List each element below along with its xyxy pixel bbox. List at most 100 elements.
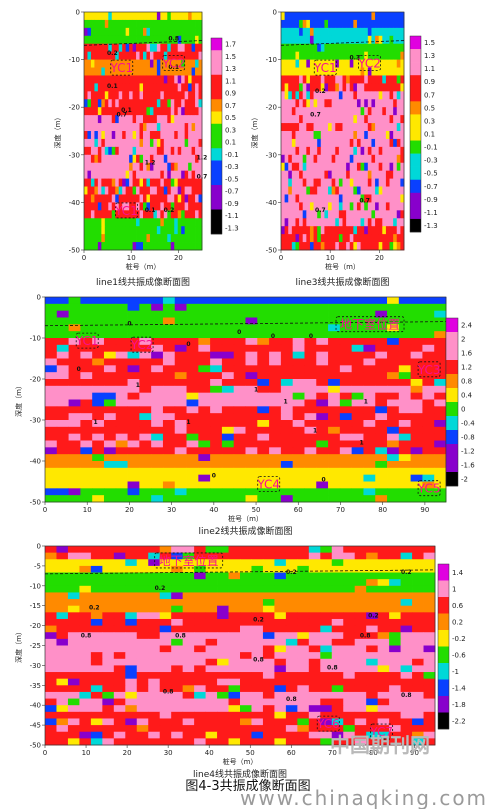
- heatmap-cell: [367, 51, 372, 60]
- heatmap-cell: [108, 226, 113, 235]
- heatmap-cell: [292, 365, 305, 373]
- heatmap-cell: [103, 310, 117, 318]
- heatmap-cell: [194, 625, 206, 633]
- heatmap-cell: [306, 12, 311, 21]
- heatmap-cell: [181, 178, 186, 187]
- heatmap-cell: [351, 433, 364, 441]
- heatmap-cell: [328, 379, 341, 387]
- heatmap-cell: [320, 123, 325, 132]
- heatmap-cell: [45, 612, 57, 620]
- heatmap-cell: [102, 731, 115, 739]
- heatmap-cell: [351, 406, 364, 414]
- heatmap-cell: [302, 162, 307, 172]
- heatmap-cell: [127, 440, 140, 448]
- heatmap-cell: [349, 162, 354, 172]
- heatmap-cell: [382, 115, 387, 124]
- heatmap-cell: [292, 303, 305, 312]
- heatmap-cell: [387, 338, 400, 346]
- heatmap-cell: [194, 645, 206, 653]
- heatmap-cell: [90, 170, 95, 179]
- heatmap-cell: [125, 592, 138, 600]
- heatmap-cell: [195, 99, 199, 108]
- heatmap-cell: [378, 59, 383, 68]
- heatmap-cell: [257, 317, 270, 325]
- heatmap-cell: [328, 43, 333, 53]
- heatmap-cell: [153, 91, 158, 100]
- heatmap-cell: [412, 731, 424, 739]
- heatmap-cell: [316, 426, 329, 435]
- heatmap-cell: [191, 19, 196, 29]
- heatmap-cell: [316, 420, 329, 428]
- heatmap-cell: [306, 51, 311, 60]
- heatmap-cell: [366, 546, 379, 554]
- y-axis-label: 深度（m）: [250, 114, 259, 149]
- heatmap-cell: [228, 658, 241, 666]
- heatmap-cell: [84, 234, 88, 243]
- heatmap-cell: [284, 202, 289, 211]
- heatmap-cell: [328, 59, 333, 68]
- heatmap-cell: [115, 474, 128, 482]
- heatmap-cell: [297, 698, 310, 706]
- colorbar-segment: [446, 346, 458, 361]
- heatmap-cell: [410, 440, 423, 448]
- heatmap-cell: [389, 652, 401, 660]
- heatmap-cell: [115, 454, 128, 462]
- heatmap-cell: [174, 27, 179, 37]
- heatmap-cell: [324, 234, 329, 243]
- heatmap-cell: [162, 474, 176, 482]
- heatmap-cell: [400, 605, 413, 613]
- heatmap-cell: [198, 303, 211, 312]
- heatmap-cell: [228, 599, 241, 607]
- heatmap-cell: [434, 406, 447, 414]
- heatmap-cell: [136, 546, 149, 554]
- heatmap-cell: [139, 138, 144, 148]
- heatmap-cell: [195, 242, 199, 251]
- heatmap-cell: [382, 170, 387, 179]
- heatmap-cell: [194, 665, 206, 673]
- heatmap-cell: [79, 612, 92, 620]
- heatmap-cell: [228, 605, 241, 613]
- x-tick-label: 50: [246, 749, 255, 757]
- heatmap-cell: [101, 107, 106, 116]
- heatmap-cell: [375, 12, 380, 21]
- heatmap-cell: [378, 115, 383, 124]
- heatmap-cell: [292, 481, 305, 489]
- heatmap-cell: [288, 131, 293, 140]
- heatmap-cell: [210, 454, 223, 462]
- heatmap-cell: [274, 685, 287, 693]
- heatmap-cell: [101, 19, 106, 29]
- heatmap-cell: [257, 331, 270, 339]
- heatmap-cell: [385, 162, 390, 172]
- heatmap-cell: [56, 625, 69, 633]
- heatmap-cell: [167, 75, 172, 84]
- heatmap-cell: [104, 51, 109, 60]
- heatmap-cell: [101, 226, 106, 235]
- heatmap-cell: [367, 115, 372, 124]
- heatmap-cell: [90, 658, 103, 666]
- heatmap-cell: [148, 731, 161, 739]
- heatmap-cell: [195, 35, 199, 45]
- heatmap-cell: [245, 399, 258, 407]
- heatmap-cell: [143, 226, 147, 235]
- heatmap-cell: [389, 725, 401, 733]
- heatmap-cell: [320, 154, 325, 164]
- contour-label: 0.3: [349, 55, 360, 62]
- heatmap-cell: [339, 372, 353, 380]
- heatmap-cell: [156, 186, 161, 195]
- heatmap-cell: [364, 146, 369, 156]
- heatmap-cell: [136, 75, 140, 84]
- heatmap-cell: [306, 154, 311, 164]
- heatmap-cell: [328, 385, 341, 394]
- heatmap-cell: [68, 447, 81, 455]
- heatmap-cell: [281, 67, 286, 76]
- heatmap-cell: [349, 75, 354, 84]
- section-panel-2: 0 10 200-10-20-30-40-50桩号（m）深度（m）line3线共振成…: [250, 9, 438, 289]
- heatmap-cell: [102, 605, 115, 613]
- heatmap-cell: [151, 467, 164, 476]
- heatmap-cell: [288, 67, 293, 76]
- heatmap-cell: [79, 625, 92, 633]
- heatmap-cell: [387, 426, 400, 435]
- heatmap-cell: [328, 35, 333, 45]
- heatmap-cell: [410, 351, 423, 359]
- heatmap-cell: [396, 242, 401, 251]
